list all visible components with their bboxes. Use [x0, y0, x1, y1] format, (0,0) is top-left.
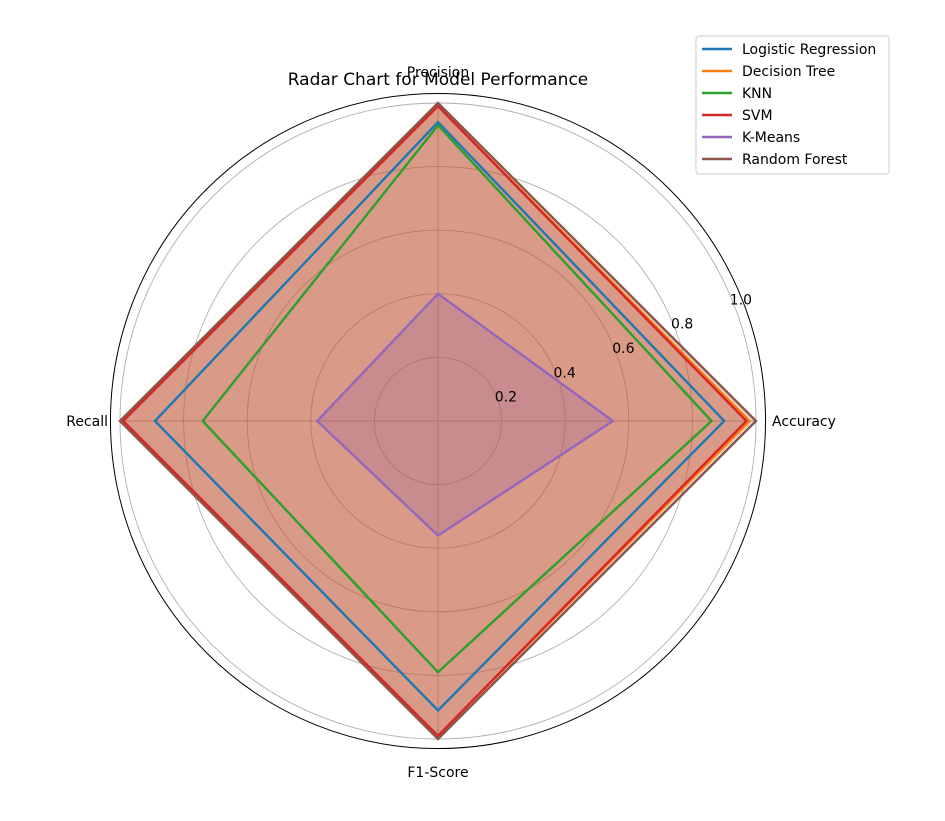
legend-label-k-means: K-Means — [742, 130, 800, 146]
series-fill-k-means — [317, 293, 613, 536]
legend-frame — [695, 35, 890, 175]
radial-tick-label: 0.8 — [671, 317, 693, 333]
series-fill-random-forest — [120, 103, 756, 739]
legend-label-svm: SVM — [742, 108, 773, 124]
series-line-svm — [121, 104, 749, 738]
series-lines — [118, 101, 758, 741]
legend-label-logistic-regression: Logistic Regression — [742, 42, 876, 58]
legend-label-decision-tree: Decision Tree — [742, 64, 835, 80]
axis-label-recall: Recall — [66, 414, 108, 430]
series-fills — [120, 103, 756, 739]
polar-frame — [109, 92, 767, 750]
radial-tick-label: 0.6 — [612, 341, 634, 357]
legend: Logistic Regression Decision Tree KNN SVM K-… — [695, 35, 890, 175]
chart-title: Radar Chart for Model Performance — [288, 70, 589, 90]
series-line-k-means — [315, 292, 616, 538]
legend-label-random-forest: Random Forest — [742, 152, 848, 168]
axis-label-precision: Precision — [407, 65, 469, 81]
axis-labels: Accuracy Precision Recall F1-Score — [66, 65, 836, 781]
axis-label-accuracy: Accuracy — [772, 414, 836, 430]
radial-tick-label: 0.2 — [495, 390, 517, 406]
radial-tick-label: 1.0 — [730, 292, 752, 308]
series-line-random-forest — [118, 101, 758, 741]
legend-label-knn: KNN — [742, 86, 772, 102]
radial-tick-labels: 0.2 0.4 0.6 0.8 1.0 — [495, 292, 752, 405]
series-line-logistic-regression — [153, 120, 726, 713]
axis-label-f1-score: F1-Score — [407, 765, 468, 781]
series-line-knn — [201, 123, 714, 674]
radial-tick-label: 0.4 — [554, 365, 576, 381]
